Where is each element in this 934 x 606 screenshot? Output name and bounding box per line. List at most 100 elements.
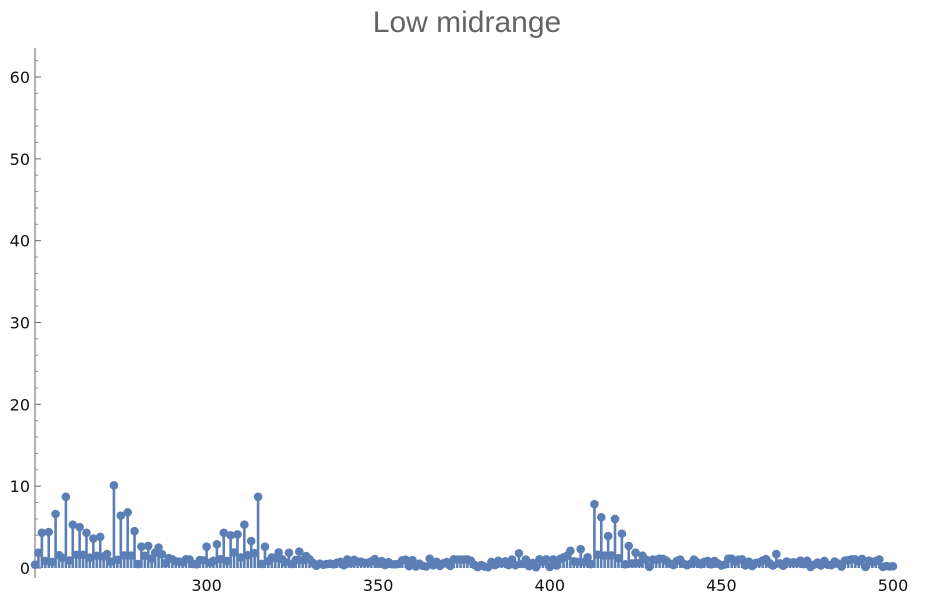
data-point (65, 556, 74, 565)
x-tick-label: 500 (878, 576, 909, 595)
data-point (102, 549, 112, 559)
data-point (621, 559, 630, 569)
data-point (85, 553, 95, 562)
data-point (566, 546, 575, 556)
data-point (82, 528, 91, 538)
data-point (617, 529, 627, 538)
data-point (634, 558, 644, 568)
data-point (51, 509, 60, 519)
data-point (229, 548, 239, 557)
points-layer (30, 481, 898, 572)
data-point (154, 543, 163, 552)
data-point (576, 544, 585, 554)
data-point (545, 562, 555, 572)
y-tick-label: 10 (10, 477, 30, 496)
data-point (586, 559, 596, 569)
data-point (552, 561, 561, 570)
y-tick-label: 40 (10, 232, 30, 251)
data-point (511, 560, 520, 570)
data-point (600, 551, 610, 560)
data-point (627, 558, 637, 568)
data-point (281, 557, 290, 567)
x-tick-label: 350 (363, 576, 394, 595)
data-point (260, 542, 270, 552)
data-point (34, 548, 43, 557)
data-point (607, 551, 616, 560)
data-point (68, 520, 78, 529)
data-point (209, 556, 218, 566)
data-point (61, 492, 71, 502)
data-point (250, 548, 259, 558)
data-point (243, 550, 253, 560)
y-tick-label: 50 (10, 150, 30, 169)
data-point (75, 522, 84, 532)
data-point (593, 550, 603, 559)
data-point (137, 542, 146, 552)
data-point (874, 555, 884, 564)
data-point (572, 557, 582, 567)
data-point (240, 520, 249, 529)
data-point (857, 554, 867, 564)
x-tick-label: 400 (535, 576, 566, 595)
data-point (401, 555, 410, 564)
data-point (603, 531, 613, 541)
data-point (71, 550, 81, 560)
data-point (641, 555, 651, 564)
data-point (47, 557, 57, 567)
data-point (37, 528, 47, 538)
data-point (236, 553, 246, 562)
data-point (610, 514, 620, 524)
data-point (106, 557, 115, 566)
data-point (645, 562, 654, 572)
data-point (140, 551, 150, 561)
data-point (408, 555, 417, 565)
data-point (425, 554, 434, 563)
data-point (596, 512, 606, 522)
data-point (521, 555, 531, 564)
data-point (542, 554, 551, 564)
data-point (284, 548, 294, 558)
data-point (133, 559, 143, 569)
data-point (119, 551, 129, 560)
data-point (291, 555, 301, 565)
data-point (531, 562, 541, 572)
x-tick-label: 300 (191, 576, 222, 595)
data-point (222, 556, 232, 566)
data-point (631, 548, 640, 557)
data-point (219, 528, 229, 538)
data-point (590, 499, 599, 509)
data-point (233, 530, 242, 539)
data-point (30, 560, 40, 570)
data-point (257, 559, 266, 569)
data-point (89, 534, 98, 543)
data-point (888, 561, 898, 571)
data-point (445, 561, 455, 571)
axes: 0 10 20 30 40 50 60 300 350 400 450 500 (10, 48, 909, 595)
data-point (212, 539, 222, 549)
data-point (126, 551, 136, 560)
data-point (116, 511, 126, 520)
data-point (624, 541, 634, 551)
data-point (157, 549, 167, 559)
data-point (202, 542, 211, 552)
data-point (253, 492, 263, 502)
data-point (226, 530, 235, 540)
y-tick-label: 0 (20, 559, 30, 578)
data-point (294, 547, 304, 556)
data-point (274, 548, 283, 557)
data-point (198, 556, 208, 565)
data-point (768, 561, 778, 570)
data-point (92, 551, 102, 561)
data-point (113, 555, 122, 565)
chart-title: Low midrange (372, 6, 562, 39)
data-point (861, 562, 870, 572)
data-point (614, 553, 623, 563)
data-point (421, 562, 431, 571)
data-point (130, 526, 139, 536)
data-point (123, 508, 132, 517)
y-tick-label: 30 (10, 314, 30, 333)
data-point (95, 532, 105, 542)
data-point (44, 527, 54, 537)
data-point (514, 548, 524, 558)
